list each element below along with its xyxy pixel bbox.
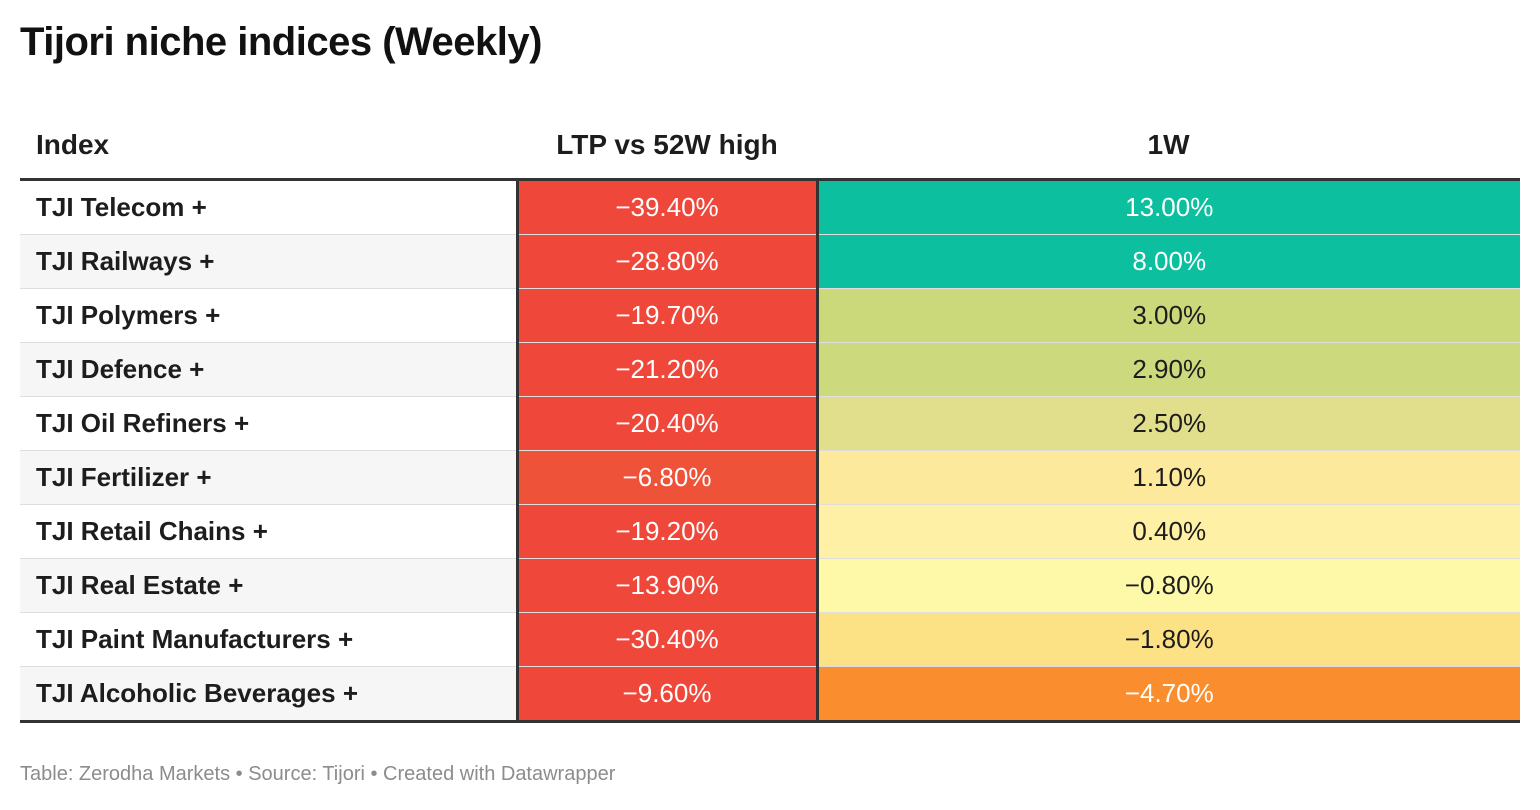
one-week-change-cell: −1.80%: [817, 612, 1520, 667]
index-name-cell: TJI Polymers +: [20, 288, 517, 343]
one-week-change-cell: 0.40%: [817, 504, 1520, 559]
table-row: TJI Polymers + −19.70% 3.00%: [20, 288, 1520, 343]
table-row: TJI Defence + −21.20% 2.90%: [20, 342, 1520, 397]
ltp-vs-52w-high-cell: −19.20%: [515, 504, 819, 559]
table-row: TJI Retail Chains + −19.20% 0.40%: [20, 504, 1520, 559]
table-row: TJI Railways + −28.80% 8.00%: [20, 234, 1520, 289]
index-name-cell: TJI Real Estate +: [20, 558, 517, 613]
indices-table: Index LTP vs 52W high 1W TJI Telecom + −3…: [20, 112, 1520, 723]
index-name-cell: TJI Retail Chains +: [20, 504, 517, 559]
source-footer: Table: Zerodha Markets • Source: Tijori …: [20, 763, 616, 785]
index-name-cell: TJI Defence +: [20, 342, 517, 397]
ltp-vs-52w-high-cell: −28.80%: [515, 234, 819, 289]
index-name-cell: TJI Alcoholic Beverages +: [20, 666, 517, 723]
ltp-vs-52w-high-cell: −13.90%: [515, 558, 819, 613]
ltp-vs-52w-high-cell: −30.40%: [515, 612, 819, 667]
column-header-ltp-vs-52w-high[interactable]: LTP vs 52W high: [517, 112, 817, 181]
table-row: TJI Oil Refiners + −20.40% 2.50%: [20, 396, 1520, 451]
one-week-change-cell: 8.00%: [817, 234, 1520, 289]
ltp-vs-52w-high-cell: −20.40%: [515, 396, 819, 451]
ltp-vs-52w-high-cell: −6.80%: [515, 450, 819, 505]
table-row: TJI Real Estate + −13.90% −0.80%: [20, 558, 1520, 613]
table-body: TJI Telecom + −39.40% 13.00% TJI Railways +…: [20, 179, 1520, 723]
index-name-cell: TJI Oil Refiners +: [20, 396, 517, 451]
index-name-cell: TJI Railways +: [20, 234, 517, 289]
table-row: TJI Paint Manufacturers + −30.40% −1.80%: [20, 612, 1520, 667]
index-name-cell: TJI Fertilizer +: [20, 450, 517, 505]
table-row: TJI Alcoholic Beverages + −9.60% −4.70%: [20, 666, 1520, 723]
one-week-change-cell: 2.50%: [817, 396, 1520, 451]
chart-title: Tijori niche indices (Weekly): [20, 20, 542, 64]
ltp-vs-52w-high-cell: −39.40%: [515, 179, 819, 235]
one-week-change-cell: 3.00%: [817, 288, 1520, 343]
one-week-change-cell: −4.70%: [817, 666, 1520, 723]
one-week-change-cell: 2.90%: [817, 342, 1520, 397]
ltp-vs-52w-high-cell: −19.70%: [515, 288, 819, 343]
index-name-cell: TJI Paint Manufacturers +: [20, 612, 517, 667]
header-row: Index LTP vs 52W high 1W: [20, 112, 1520, 181]
ltp-vs-52w-high-cell: −9.60%: [515, 666, 819, 723]
column-header-1w[interactable]: 1W: [817, 112, 1520, 181]
index-name-cell: TJI Telecom +: [20, 179, 517, 235]
one-week-change-cell: −0.80%: [817, 558, 1520, 613]
column-header-index[interactable]: Index: [20, 112, 517, 181]
table-row: TJI Fertilizer + −6.80% 1.10%: [20, 450, 1520, 505]
one-week-change-cell: 13.00%: [817, 179, 1520, 235]
table-row: TJI Telecom + −39.40% 13.00%: [20, 179, 1520, 235]
ltp-vs-52w-high-cell: −21.20%: [515, 342, 819, 397]
one-week-change-cell: 1.10%: [817, 450, 1520, 505]
